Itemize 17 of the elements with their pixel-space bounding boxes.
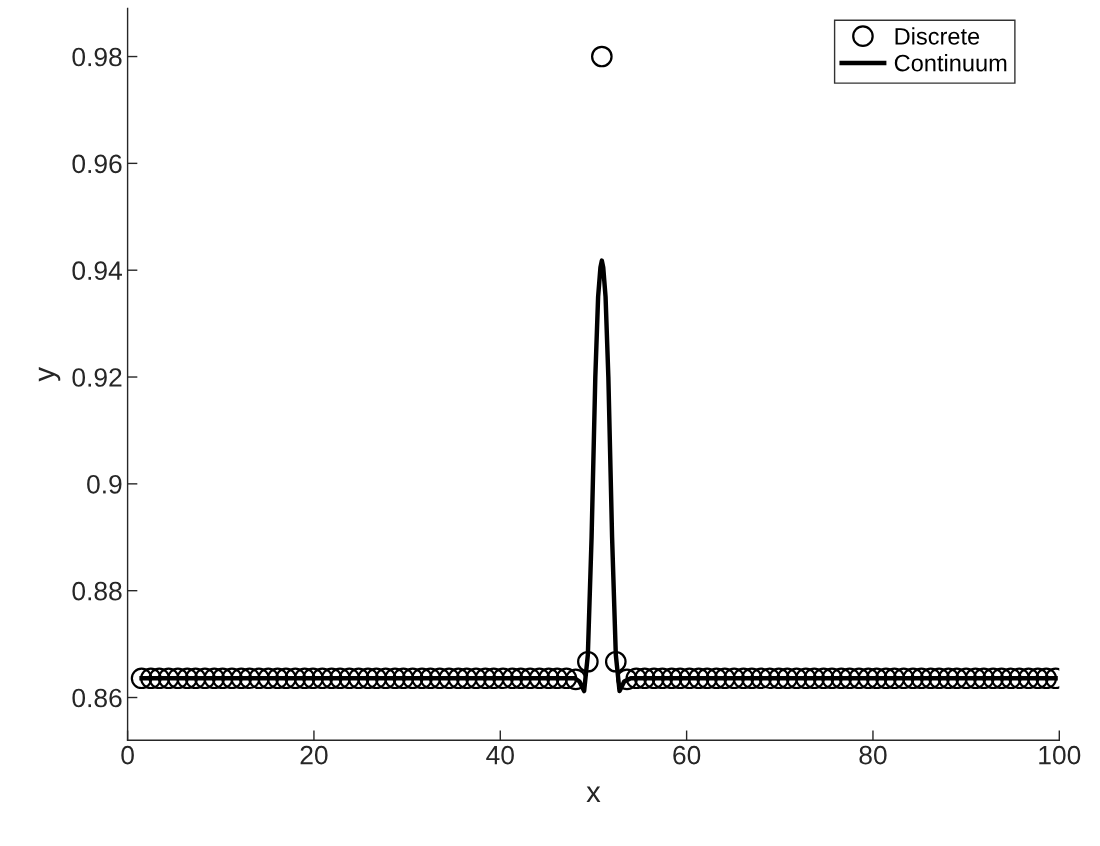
x-tick-label: 60: [673, 745, 701, 765]
x-tick-label: 20: [300, 745, 328, 765]
x-axis-title: x: [586, 786, 601, 802]
y-tick-label: 0.88: [72, 581, 122, 601]
x-tick-label: 100: [1039, 745, 1081, 765]
x-tick-label: 40: [486, 745, 514, 765]
y-tick-label: 0.96: [72, 154, 122, 174]
x-tick-label: 0: [121, 745, 134, 765]
y-tick-label: 0.92: [72, 368, 122, 387]
y-axis-title: y: [38, 367, 61, 382]
y-tick-label: 0.86: [72, 688, 122, 708]
y-tick-label: 0.9: [87, 474, 122, 494]
y-tick-label: 0.94: [72, 261, 122, 281]
x-tick-label: 80: [859, 745, 887, 765]
legend-label: Continuum: [894, 54, 1007, 72]
y-tick-label: 0.98: [72, 47, 122, 67]
legend-label: Discrete: [895, 27, 980, 45]
